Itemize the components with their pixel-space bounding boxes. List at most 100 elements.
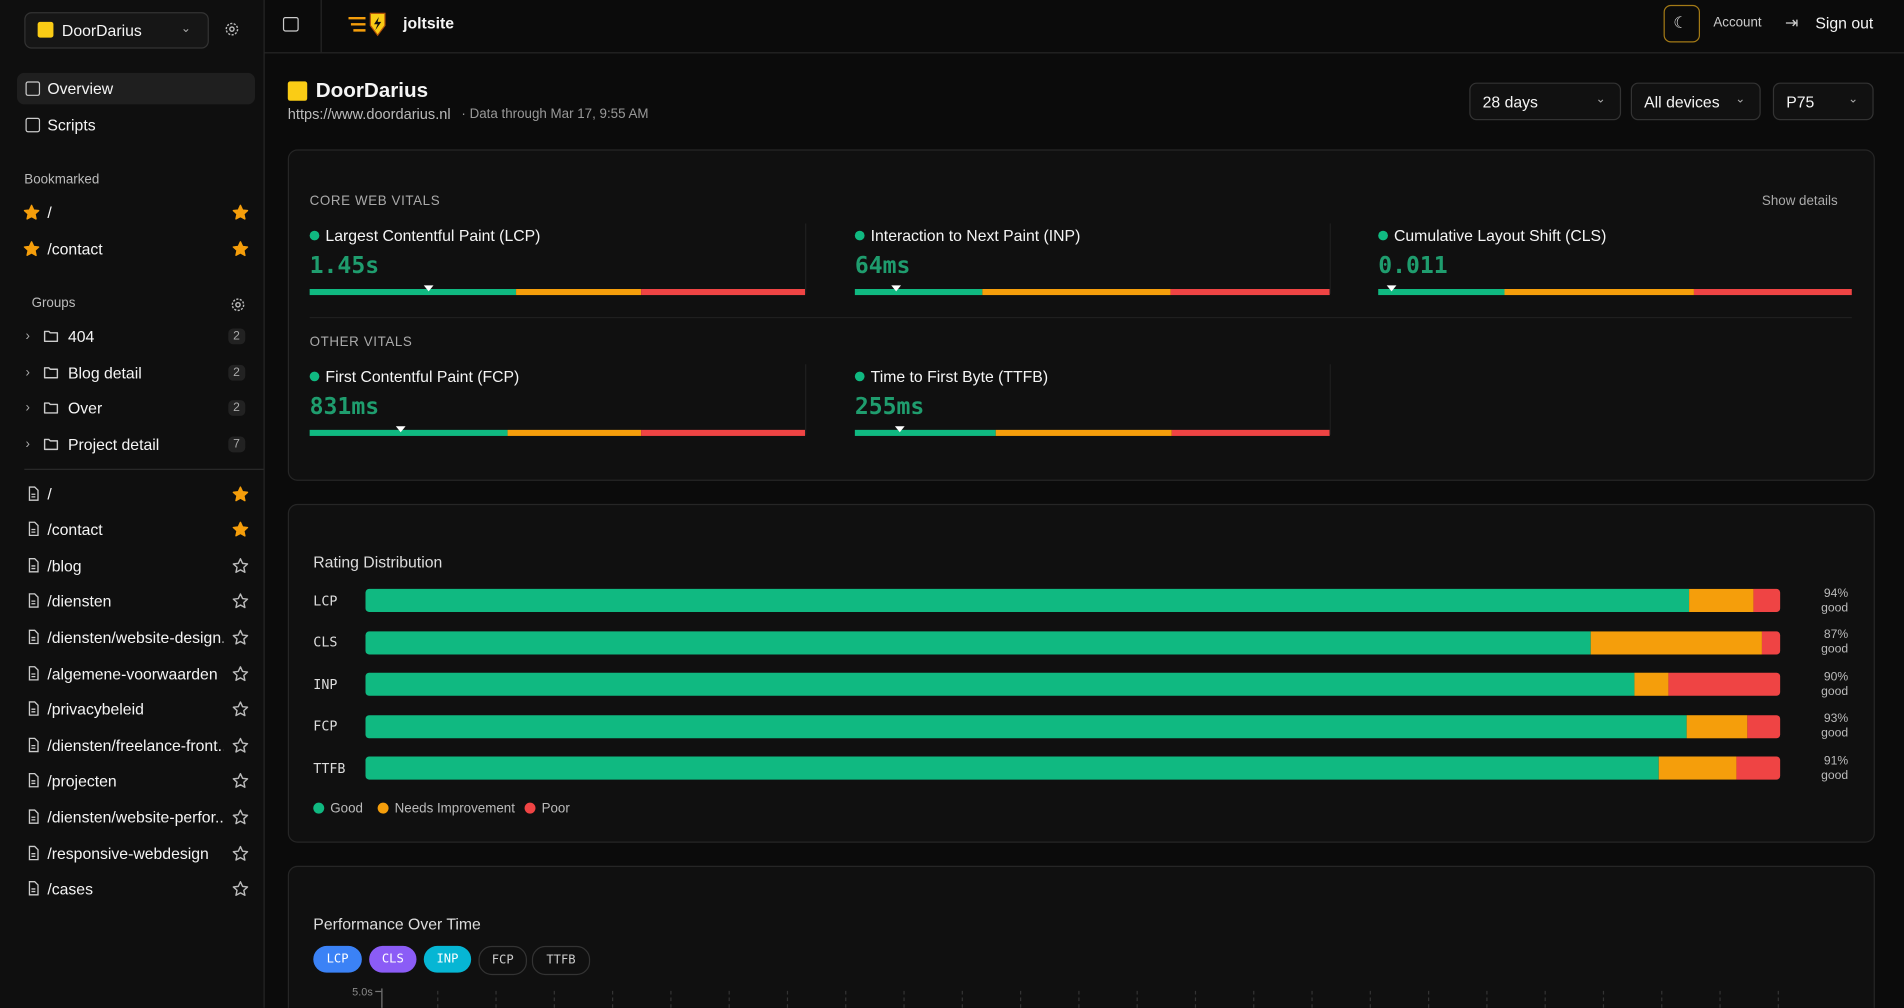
folder-icon-svg [43,402,59,415]
nav-item[interactable]: Overview [17,72,256,105]
star-toggle [232,737,249,754]
grid-tick [1136,990,1139,1008]
page-link[interactable]: /diensten/freelance-front... [47,736,224,755]
star-toggle-svg [232,701,249,717]
metric-tab[interactable]: INP [423,945,472,973]
rating-segment [1753,588,1781,613]
vital-bar-segment [982,289,1171,296]
page-link[interactable]: /privacybeleid [47,700,144,719]
filter-select[interactable]: P75 ⌄ [1772,82,1874,121]
page-icon [26,521,43,538]
page-link[interactable]: /diensten/website-perfor... [47,807,224,827]
vital-value: 64ms [854,252,911,280]
nav-item[interactable]: Scripts [17,109,255,141]
rating-segment [365,588,1690,613]
grid-tick [1777,990,1780,1008]
page-link[interactable]: /responsive-webdesign [47,843,209,863]
group-name[interactable]: Blog detail [68,363,142,382]
grid-tick [961,990,964,1008]
filter-select[interactable]: 28 days ⌄ [1469,82,1622,121]
account-link[interactable]: Account [1713,15,1762,31]
star-toggle [232,521,249,538]
grid-tick [1369,990,1372,1008]
chevron: ⌄ [1595,92,1606,107]
page-title: DoorDarius [315,78,429,103]
metric-tab[interactable]: TTFB [531,945,591,976]
page-icon [26,701,43,718]
page-icon-svg [28,701,39,716]
page-icon-svg [28,629,39,644]
page-link[interactable]: /cases [47,879,93,899]
vital-bar-segment [1378,289,1505,296]
folder-icon-svg [43,330,59,343]
tab-label: TTFB [546,953,576,968]
page-icon [26,557,43,574]
site-selector[interactable]: DoorDarius ⌄ [24,12,209,49]
chevron: ⌄ [1735,92,1746,107]
separator [320,0,322,53]
group-name[interactable]: Project detail [68,435,160,454]
sidebar-toggle[interactable] [282,17,299,32]
theme-toggle[interactable] [1663,4,1701,43]
chevron: › [25,329,30,344]
vital-bar-segment [516,289,642,296]
page-icon-svg [28,845,39,860]
page-link[interactable]: /diensten/website-design... [47,628,224,647]
vital-name: Time to First Byte (TTFB) [870,367,1049,386]
star-toggle-svg [232,629,249,645]
star-toggle-svg [232,737,249,753]
chevron: ⌄ [1848,92,1859,107]
legend-label: Good [330,801,363,817]
chevron: › [25,437,30,452]
metric-tab[interactable]: FCP [478,945,528,976]
page-icon [26,845,43,862]
folder-icon [43,436,60,453]
star-toggle [232,557,249,574]
star-toggle-svg [232,593,249,609]
rating-value: 93% [1823,712,1849,726]
show-details[interactable]: Show details [1761,194,1838,209]
column-divider [1329,223,1331,294]
filter-select[interactable]: All devices ⌄ [1630,82,1761,121]
sidebar [0,0,265,1008]
grid-tick [612,990,614,1008]
row-label: FCP [313,718,338,735]
signout-link[interactable]: Sign out [1815,13,1874,33]
vital-bar-segment [995,429,1172,436]
nav-label: Overview [47,79,114,98]
rating-segment [1686,714,1748,739]
count-badge: 2 [228,328,245,345]
bookmark-link[interactable]: / [47,203,52,222]
y-axis [381,988,383,1008]
page-link[interactable]: /diensten [47,592,112,611]
rating-suffix: good [1821,685,1849,699]
page-link[interactable]: /contact [47,520,103,539]
grid-tick [1661,990,1663,1008]
rating-segment [365,672,1635,697]
grid-tick [553,990,556,1008]
legend-label: Needs Improvement [394,801,515,817]
divider [309,316,1852,319]
metric-tab[interactable]: CLS [369,945,417,973]
group-name[interactable]: 404 [68,327,95,346]
grid-tick [786,990,789,1008]
page-link[interactable]: /projecten [47,772,117,791]
page-link[interactable]: /blog [47,556,82,575]
metric-tab[interactable]: LCP [313,945,362,973]
signout-icon: ⇥ [1785,13,1799,32]
star-toggle [232,773,249,790]
grid-tick [1486,990,1488,1008]
vitals-card [287,149,1875,481]
page-icon-svg [28,557,39,573]
page-link[interactable]: /algemene-voorwaarden [47,664,218,683]
star-toggle-svg [232,773,249,789]
group-name[interactable]: Over [68,399,103,418]
page-icon-svg [28,809,39,824]
nav-label: Scripts [47,115,96,134]
rating-value: 87% [1823,628,1849,642]
nav-icon [25,81,41,96]
bookmark-link[interactable]: /contact [47,239,103,258]
page-link[interactable]: / [47,484,52,503]
status-dot [854,230,865,241]
count-badge: 7 [228,436,245,453]
